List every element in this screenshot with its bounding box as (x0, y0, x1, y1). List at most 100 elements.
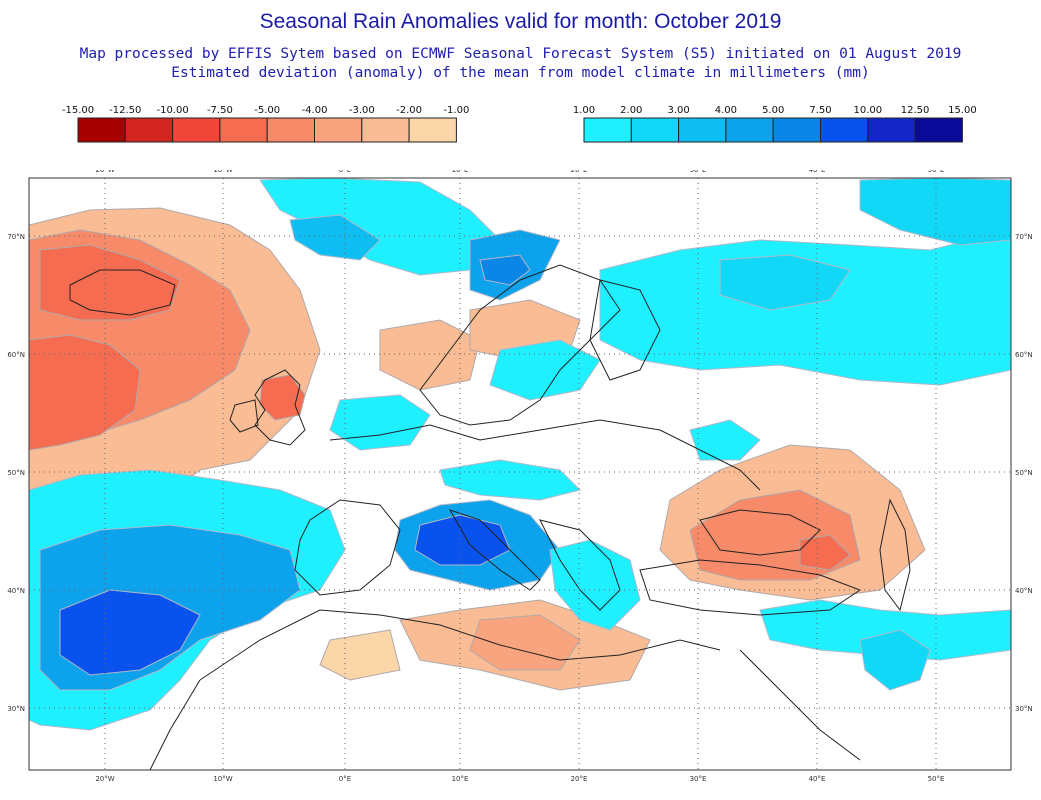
legend-negative-swatch (361, 117, 410, 143)
wet-anomaly-areas (29, 178, 1011, 731)
dry-anomaly-libya (469, 614, 581, 671)
coastline-scandinavia (419, 264, 621, 426)
latitude-label: 70°N (1015, 233, 1033, 241)
legend-negative-swatch (408, 117, 457, 143)
legend-negative-swatch (124, 117, 174, 143)
coastline-turkey (639, 559, 862, 616)
coastline-caspian (879, 498, 911, 612)
legend-positive-swatch (678, 117, 727, 143)
legend-positive-label: 10.00 (853, 105, 882, 116)
longitude-label: 20°E (571, 170, 588, 174)
longitude-label: 40°E (809, 775, 826, 783)
latitude-label: 60°N (1015, 351, 1033, 359)
longitude-label: 30°E (690, 170, 707, 174)
legend-negative-label: -2.00 (396, 105, 422, 116)
wet-anomaly-balkans (549, 539, 641, 631)
legend-positive-swatch (583, 117, 632, 143)
map-subtitle-units: Estimated deviation (anomaly) of the mea… (171, 65, 870, 81)
map-frame (28, 177, 1012, 771)
dry-anomaly-west-iceland (29, 334, 141, 451)
legend-negative-swatch (172, 117, 221, 143)
latitude-label: 60°N (7, 351, 25, 359)
legend-positive-label: 15.00 (948, 105, 977, 116)
legend-negative-label: -5.00 (254, 105, 280, 116)
anomaly-map: 20°W 10°W 0°E 10°E 20°E 30°E 40°E 50°E 20°W 10°W… (7, 170, 1033, 783)
legend-negative-label: -10.00 (156, 105, 188, 116)
latitude-label: 30°N (1015, 705, 1033, 713)
legend-positive-label: 7.50 (809, 105, 831, 116)
longitude-label: 10°E (452, 775, 469, 783)
longitude-label: 50°E (928, 170, 945, 174)
dry-anomaly-central-africa-west (319, 629, 401, 681)
legend-positive-label: 12.50 (901, 105, 930, 116)
dry-anomaly-norway-sea (379, 319, 481, 391)
graticule (29, 178, 1011, 770)
latitude-label: 70°N (7, 233, 25, 241)
longitude-label: 50°E (928, 775, 945, 783)
legend-negative-label: -12.50 (109, 105, 141, 116)
map-subtitle-processing: Map processed by EFFIS Sytem based on EC… (79, 46, 962, 62)
coastlines (69, 264, 911, 770)
dry-anomaly-caucasus (799, 534, 851, 571)
wet-anomaly-ukraine (689, 419, 761, 461)
wet-anomaly-barents (599, 229, 1011, 386)
longitude-label: 0°E (339, 775, 351, 783)
longitude-label: 40°E (809, 170, 826, 174)
legend-positive-anomaly: 1.00 2.00 3.00 4.00 5.00 7.50 10.00 12.50 15.00 (573, 105, 977, 143)
legend-negative-label: -15.00 (62, 105, 94, 116)
wet-anomaly-middle-east (859, 629, 931, 691)
latitude-label: 50°N (1015, 469, 1033, 477)
legend-positive-label: 2.00 (620, 105, 642, 116)
coastline-finland (589, 279, 661, 381)
wet-anomaly-gulf-bothnia (489, 339, 601, 401)
legend-area: -15.00 -12.50 -10.00 -7.50 -5.00 -4.00 -3.00 -2… (62, 105, 977, 143)
legend-negative-label: -3.00 (349, 105, 375, 116)
coastline-europe-main (329, 419, 761, 491)
latitude-label: 40°N (1015, 587, 1033, 595)
legend-negative-label: -1.00 (443, 105, 469, 116)
coastline-arabia (739, 649, 861, 761)
wet-anomaly-norway-coast-core (479, 254, 531, 286)
legend-positive-label: 4.00 (715, 105, 737, 116)
legend-negative-swatch (219, 117, 268, 143)
longitude-label: 30°E (690, 775, 707, 783)
wet-anomaly-central-europe (439, 459, 581, 501)
longitude-label: 0°E (339, 170, 351, 174)
longitude-labels-bottom: 20°W 10°W 0°E 10°E 20°E 30°E 40°E 50°E (95, 775, 944, 783)
coastline-africa-west (149, 679, 201, 770)
coastline-ireland (229, 399, 259, 433)
coastline-british-isles (254, 369, 306, 446)
latitude-labels-left: 70°N 60°N 50°N 40°N 30°N (7, 233, 25, 713)
anomaly-fields (29, 178, 1011, 731)
legend-positive-swatch (630, 117, 680, 143)
longitude-label: 10°W (213, 170, 232, 174)
longitude-label: 20°W (95, 170, 114, 174)
coastline-italy (448, 509, 541, 591)
legend-positive-swatch (867, 117, 916, 143)
coastline-iberia (294, 499, 401, 596)
coastline-balkans-greece (539, 519, 621, 611)
wet-anomaly-norwegian-sea-core (289, 214, 381, 261)
legend-negative-swatch (77, 117, 126, 143)
map-title: Seasonal Rain Anomalies valid for month:… (259, 10, 782, 33)
longitude-label: 10°W (213, 775, 232, 783)
longitude-label: 20°W (95, 775, 114, 783)
wet-anomaly-turkey-south (759, 599, 1011, 661)
coastline-north-africa (199, 609, 721, 681)
legend-positive-swatch (725, 117, 774, 143)
latitude-label: 30°N (7, 705, 25, 713)
longitude-label: 10°E (452, 170, 469, 174)
legend-negative-anomaly: -15.00 -12.50 -10.00 -7.50 -5.00 -4.00 -3.00 -2… (62, 105, 469, 143)
longitude-label: 20°E (571, 775, 588, 783)
legend-positive-swatch (820, 117, 869, 143)
wet-anomaly-alps-core (414, 514, 511, 566)
legend-positive-label: 5.00 (762, 105, 784, 116)
legend-negative-swatch (314, 117, 363, 143)
legend-positive-swatch (914, 117, 963, 143)
latitude-labels-right: 70°N 60°N 50°N 40°N 30°N (1015, 233, 1033, 713)
legend-positive-swatch (772, 117, 822, 143)
coastline-iceland (69, 269, 176, 316)
latitude-label: 40°N (7, 587, 25, 595)
wet-anomaly-atlantic-core (59, 589, 201, 676)
wet-anomaly-north-sea (329, 394, 431, 451)
